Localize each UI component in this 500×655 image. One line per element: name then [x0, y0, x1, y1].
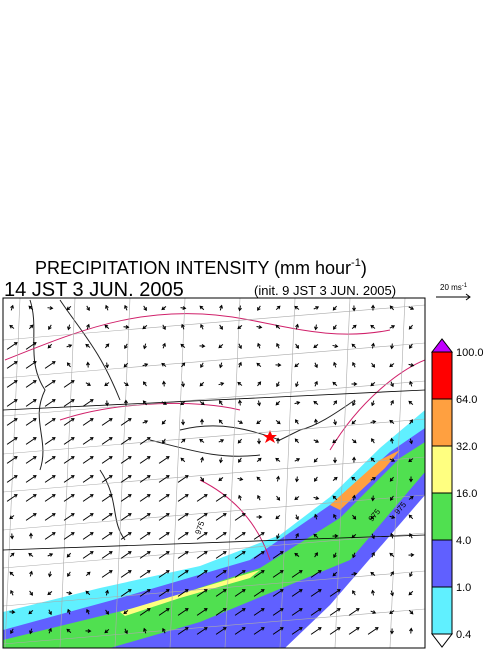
colorbar-label: 16.0	[456, 488, 477, 500]
colorbar-label: 1.0	[456, 582, 471, 594]
colorbar-segment	[432, 446, 452, 493]
title: PRECIPITATION INTENSITY (mm hour-1)	[35, 257, 367, 278]
colorbar-label: 32.0	[456, 441, 477, 453]
colorbar-segment	[432, 399, 452, 446]
colorbar-segment	[432, 493, 452, 540]
colorbar-label: 4.0	[456, 535, 471, 547]
colorbar-segment	[432, 540, 452, 587]
init-time: (init. 9 JST 3 JUN. 2005)	[254, 283, 396, 298]
colorbar-label: 0.4	[456, 629, 471, 641]
colorbar-segment	[432, 587, 452, 634]
colorbar-label: 64.0	[456, 394, 477, 406]
colorbar-segment	[432, 352, 452, 399]
colorbar-label: 100.0	[456, 347, 484, 359]
